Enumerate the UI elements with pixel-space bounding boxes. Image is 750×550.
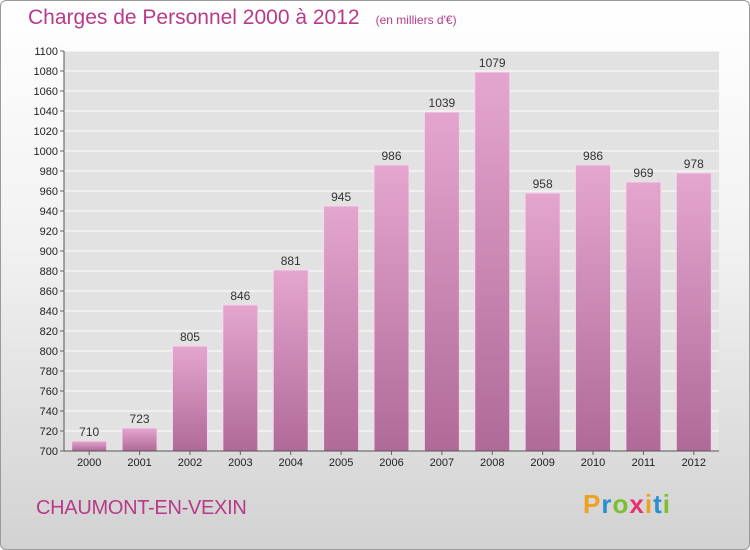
y-tick-label: 920 xyxy=(40,226,58,238)
x-tick-label-2009: 2009 xyxy=(530,457,554,469)
data-label-2002: 805 xyxy=(180,330,200,344)
y-tick-label: 720 xyxy=(40,426,58,438)
data-label-2005: 945 xyxy=(331,190,351,204)
logo-letter: P xyxy=(583,489,602,519)
y-tick-label: 1100 xyxy=(34,46,58,58)
bar-2012 xyxy=(675,172,712,452)
x-tick-label-2011: 2011 xyxy=(632,457,656,469)
data-label-2006: 986 xyxy=(381,149,401,163)
x-tick-label-2006: 2006 xyxy=(379,457,403,469)
y-tick-label: 760 xyxy=(40,386,58,398)
bar-2004 xyxy=(272,269,309,452)
y-tick-label: 900 xyxy=(40,246,58,258)
y-tick-label: 960 xyxy=(40,186,58,198)
bar-2003 xyxy=(222,304,259,452)
x-tick-label-2010: 2010 xyxy=(581,457,605,469)
y-tick-label: 1040 xyxy=(34,106,58,118)
y-tick-label: 740 xyxy=(40,406,58,418)
y-tick-label: 780 xyxy=(40,366,58,378)
logo-letter: x xyxy=(629,489,645,519)
chart-subtitle: (en milliers d'€) xyxy=(375,13,457,27)
y-tick-label: 940 xyxy=(40,206,58,218)
y-tick-label: 880 xyxy=(40,266,58,278)
x-tick-label-2004: 2004 xyxy=(278,457,302,469)
data-label-2000: 710 xyxy=(79,425,99,439)
y-tick-label: 860 xyxy=(40,286,58,298)
bar-2009 xyxy=(524,192,561,452)
x-tick-label-2005: 2005 xyxy=(329,457,353,469)
title-row: Charges de Personnel 2000 à 2012 (en mill… xyxy=(28,6,457,30)
bar-2010 xyxy=(575,164,612,452)
data-label-2012: 978 xyxy=(684,157,704,171)
bar-2006 xyxy=(373,164,410,452)
data-label-2004: 881 xyxy=(281,254,301,268)
proxiti-logo: Proxiti xyxy=(583,489,671,520)
logo-letter: o xyxy=(612,489,630,519)
bar-2002 xyxy=(171,345,208,452)
data-label-2008: 1079 xyxy=(479,56,506,70)
y-tick-label: 800 xyxy=(40,346,58,358)
bar-2000 xyxy=(71,440,108,452)
y-tick-label: 820 xyxy=(40,326,58,338)
data-label-2007: 1039 xyxy=(429,96,456,110)
y-tick-label: 980 xyxy=(40,166,58,178)
y-tick-label: 1080 xyxy=(34,66,58,78)
data-label-2011: 969 xyxy=(633,166,653,180)
x-tick-label-2001: 2001 xyxy=(127,457,151,469)
x-tick-label-2002: 2002 xyxy=(178,457,202,469)
data-label-2001: 723 xyxy=(130,412,150,426)
data-label-2010: 986 xyxy=(583,149,603,163)
bar-2001 xyxy=(121,427,158,452)
data-label-2003: 846 xyxy=(230,289,250,303)
logo-letter: i xyxy=(644,489,654,519)
logo-letter: t xyxy=(653,489,663,519)
bar-2008 xyxy=(474,71,511,452)
x-tick-label-2008: 2008 xyxy=(480,457,504,469)
logo-letter: r xyxy=(601,489,613,519)
x-tick-label-2007: 2007 xyxy=(430,457,454,469)
commune-name: CHAUMONT-EN-VEXIN xyxy=(36,497,247,519)
x-tick-label-2000: 2000 xyxy=(77,457,101,469)
x-tick-label-2003: 2003 xyxy=(228,457,252,469)
bar-2007 xyxy=(423,111,460,452)
y-tick-label: 1000 xyxy=(34,146,58,158)
y-tick-label: 1020 xyxy=(34,126,58,138)
y-tick-label: 700 xyxy=(40,446,58,458)
logo-letter: i xyxy=(662,489,671,519)
x-tick-label-2012: 2012 xyxy=(682,457,706,469)
chart-title: Charges de Personnel 2000 à 2012 xyxy=(28,6,360,29)
bar-2011 xyxy=(625,181,662,452)
y-tick-label: 1060 xyxy=(34,86,58,98)
bar-2005 xyxy=(323,205,360,452)
data-label-2009: 958 xyxy=(533,177,553,191)
y-tick-label: 840 xyxy=(40,306,58,318)
